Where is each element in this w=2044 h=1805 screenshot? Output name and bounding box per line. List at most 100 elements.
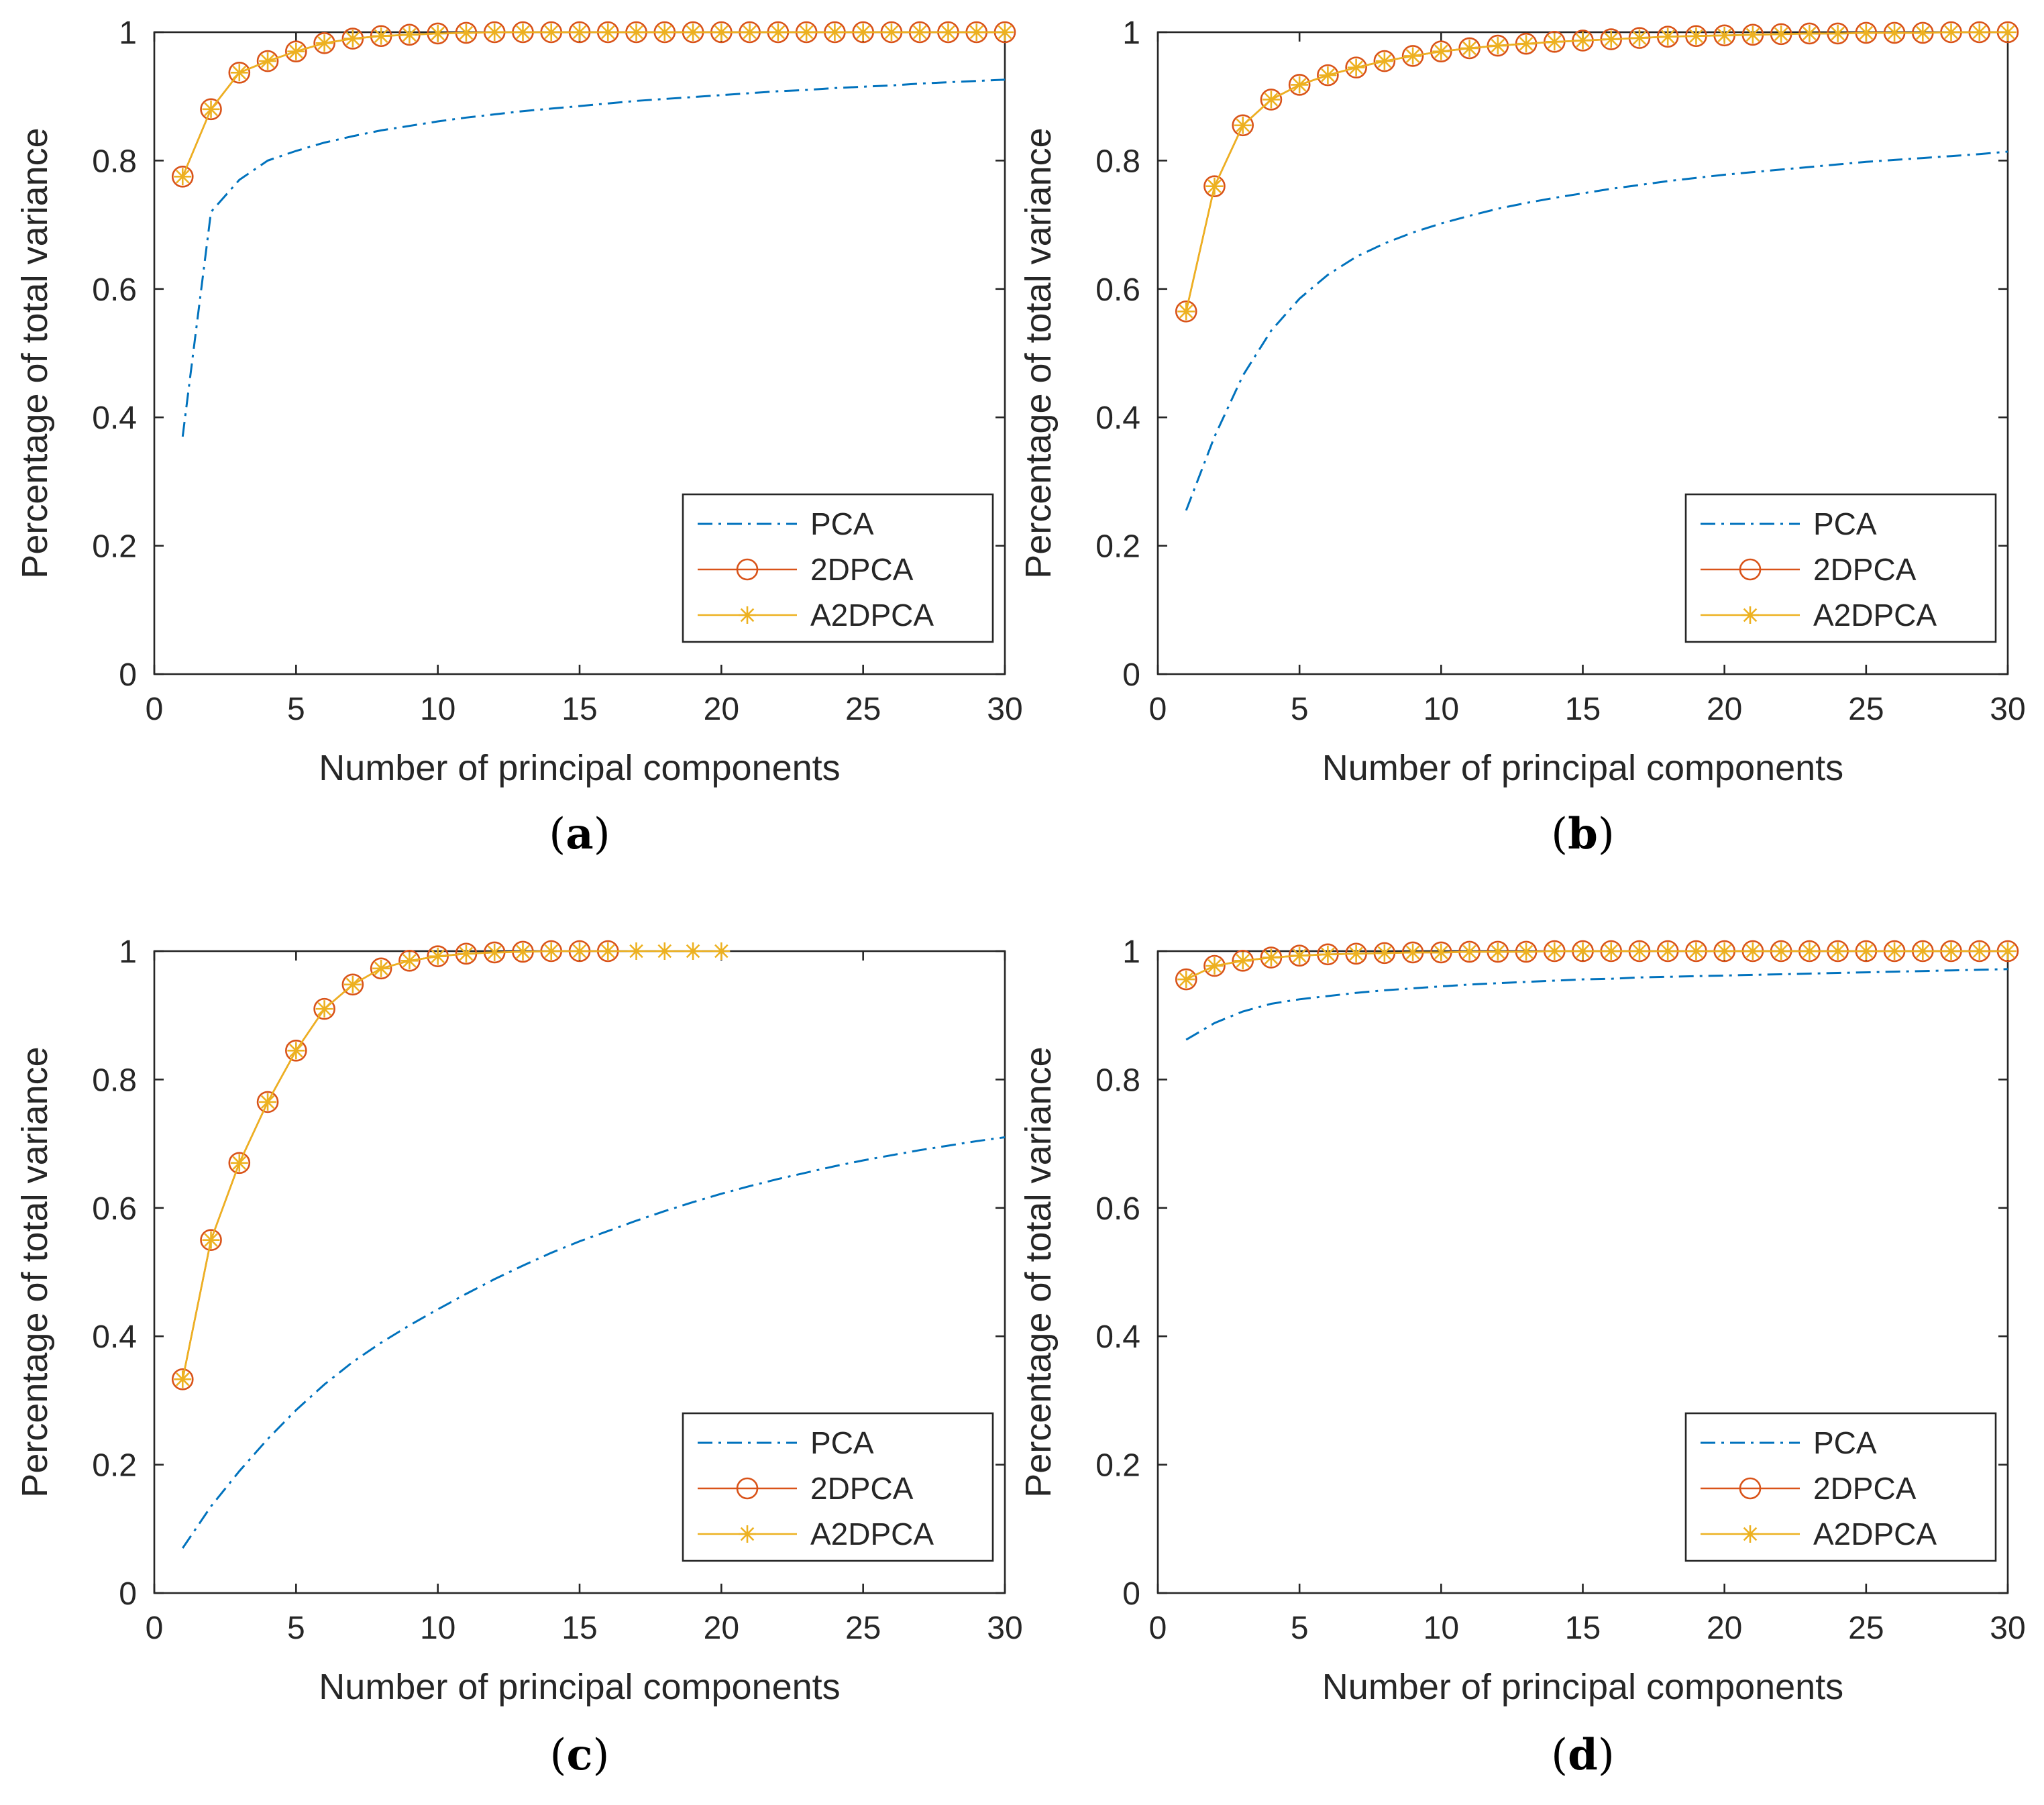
a2dpca-point — [372, 959, 390, 977]
panel-caption: (b) — [1551, 809, 1615, 859]
a2dpca-point — [1829, 24, 1847, 42]
a2dpca-point — [1886, 942, 1904, 960]
twodpca-point — [1232, 114, 1254, 137]
twodpca-point — [228, 61, 251, 84]
twodpca-point — [313, 997, 335, 1020]
legend-label: 2DPCA — [1813, 552, 1917, 587]
chart-panel-d: 0 5 10 15 20 25 30 0 0.2 0.4 0.6 0.8 1 Number of prin… — [1018, 934, 2026, 1780]
a2dpca-point — [457, 23, 475, 42]
x-tick-label: 10 — [1423, 692, 1459, 727]
x-tick-label: 20 — [1707, 692, 1742, 727]
a2dpca-point — [343, 30, 362, 48]
a2dpca-point — [457, 944, 475, 963]
a2dpca-point — [1687, 942, 1705, 960]
twodpca-point — [341, 28, 364, 50]
a2dpca-point — [202, 1231, 220, 1249]
a2dpca-point — [996, 23, 1014, 41]
legend-a2dpca-marker — [1741, 1525, 1759, 1543]
a2dpca-point — [911, 23, 929, 41]
legend-box — [1684, 1412, 1997, 1562]
legend-twodpca-marker — [736, 558, 759, 581]
a2dpca-point — [1914, 942, 1932, 960]
x-tick-label: 30 — [1990, 692, 2025, 727]
twodpca-point — [171, 166, 194, 188]
twodpca-point — [1203, 175, 1226, 197]
a2dpca-point — [1914, 23, 1932, 42]
y-tick-label: 0.8 — [92, 1062, 137, 1098]
y-tick-label: 0.2 — [1095, 529, 1140, 565]
legend-twodpca-marker — [1739, 1477, 1762, 1500]
chart-panel-a: 0 5 10 15 20 25 30 0 0.2 0.4 0.6 0.8 1 Number of prin… — [15, 15, 1023, 859]
x-tick-label: 10 — [420, 692, 455, 727]
a2dpca-point — [1999, 23, 2016, 41]
a2dpca-point — [315, 34, 333, 52]
legend-twodpca-marker — [736, 1477, 759, 1500]
twodpca-point — [1288, 74, 1311, 96]
a2dpca-point — [1205, 177, 1224, 195]
twodpca-point — [1203, 954, 1226, 977]
y-tick-label: 0 — [119, 657, 137, 693]
y-tick-label: 0.2 — [1095, 1448, 1140, 1484]
x-tick-label: 25 — [1848, 1610, 1884, 1646]
legend-label: 2DPCA — [810, 1471, 914, 1506]
a2dpca-point — [1375, 944, 1393, 962]
a2dpca-point — [655, 942, 674, 960]
twodpca-point — [200, 98, 222, 121]
x-tick-label: 30 — [987, 1610, 1022, 1646]
twodpca-point — [1401, 45, 1424, 67]
twodpca-point — [427, 945, 449, 967]
a2dpca-point — [1262, 948, 1280, 967]
a2dpca-point — [542, 23, 560, 41]
a2dpca-point — [798, 23, 816, 41]
legend-a2dpca-marker — [739, 1525, 756, 1543]
a2dpca-point — [343, 975, 362, 993]
y-tick-label: 1 — [1122, 15, 1140, 51]
y-tick-label: 0.8 — [92, 144, 137, 179]
a2dpca-point — [1630, 29, 1648, 47]
x-tick-label: 0 — [146, 692, 164, 727]
a2dpca-point — [259, 52, 277, 70]
x-tick-label: 20 — [704, 692, 739, 727]
y-tick-label: 0.2 — [92, 529, 137, 565]
a2dpca-point — [1574, 32, 1592, 50]
a2dpca-point — [571, 23, 588, 41]
twodpca-point — [1232, 950, 1254, 972]
panel-caption: (c) — [550, 1730, 610, 1780]
legend-box — [682, 1412, 994, 1562]
x-axis-label: Number of principal components — [1322, 1667, 1843, 1707]
y-tick-label: 0.8 — [1095, 1062, 1140, 1098]
y-tick-label: 0.4 — [92, 400, 137, 436]
a2dpca-point — [202, 100, 220, 118]
a2dpca-point — [1800, 24, 1819, 42]
a2dpca-point — [655, 23, 674, 41]
a2dpca-point — [769, 23, 787, 41]
x-tick-label: 10 — [1423, 1610, 1459, 1646]
legend-box — [682, 493, 994, 643]
a2dpca-point — [599, 942, 617, 960]
a2dpca-point — [1715, 26, 1733, 44]
legend-label: PCA — [1813, 506, 1877, 541]
a2dpca-point — [1489, 37, 1507, 55]
a2dpca-point — [1432, 42, 1450, 60]
x-tick-label: 20 — [704, 1610, 739, 1646]
a2dpca-point — [1942, 23, 1960, 41]
panel-caption: (a) — [549, 809, 610, 859]
a2dpca-point — [741, 23, 759, 41]
legend-a2dpca-marker — [1741, 606, 1759, 624]
a2dpca-point — [1743, 942, 1762, 960]
a2dpca-point — [1970, 23, 1988, 41]
a2dpca-line — [1185, 31, 2008, 312]
twodpca-point — [256, 1091, 279, 1113]
x-tick-label: 25 — [845, 692, 881, 727]
a2dpca-point — [1460, 39, 1478, 57]
twodpca-point — [200, 1229, 222, 1251]
twodpca-point — [1317, 64, 1339, 87]
legend-label: PCA — [810, 1425, 874, 1460]
a2dpca-point — [1404, 943, 1422, 961]
a2dpca-point — [486, 943, 504, 961]
a2dpca-point — [230, 1154, 248, 1172]
legend: PCA 2DPCA A2DPCA — [1684, 1412, 1997, 1562]
legend-label: A2DPCA — [810, 598, 934, 633]
a2dpca-point — [1659, 942, 1677, 960]
chart-panel-c: 0 5 10 15 20 25 30 0 0.2 0.4 0.6 0.8 1 Number of prin… — [15, 934, 1023, 1780]
